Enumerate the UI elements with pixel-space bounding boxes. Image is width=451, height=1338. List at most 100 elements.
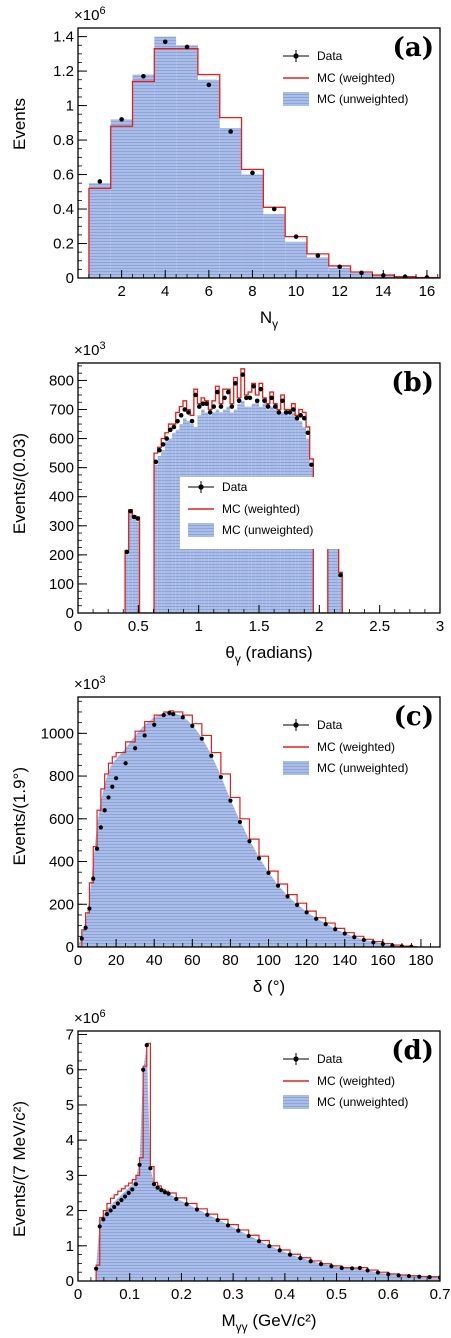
y-multiplier-exp: 3 [99,674,105,686]
data-point [236,1228,241,1233]
mc-unweighted-bar [172,432,176,613]
legend-weighted-label: MC (weighted) [317,71,395,85]
data-point [133,746,138,751]
data-point [175,418,180,424]
y-tick-label: 0.2 [53,236,74,253]
data-point [189,418,195,424]
mc-unweighted-bar [110,119,133,278]
plot-area [78,710,418,947]
data-point [365,1268,370,1273]
data-point [291,407,296,412]
x-tick-label: 0.2 [171,1286,192,1303]
y-multiplier: ×106 [74,1008,106,1027]
mc-unweighted-bar [285,241,307,278]
data-point [194,1207,200,1212]
mc-unweighted-bar [327,508,332,613]
y-axis-title: Events/(1.9°) [10,767,29,865]
x-tick-label: 14 [375,283,392,300]
data-point [314,916,319,921]
data-point [168,427,173,433]
x-tick-label: 16 [419,283,436,300]
x-tick-label: 0 [74,952,82,969]
data-point [106,795,111,800]
data-point [141,73,146,79]
x-tick-label: 20 [108,952,125,969]
x-tick-label: 0 [74,618,82,635]
mc-weighted-line [95,1042,440,1281]
data-point [396,1273,401,1278]
x-axis-title-main: M [221,1311,235,1330]
data-point [91,876,96,881]
data-point [171,424,177,430]
y-tick-label: 400 [49,489,74,506]
data-point [269,395,274,401]
data-point [298,413,303,418]
mc-unweighted-bar [154,36,177,278]
x-tick-label: 140 [332,952,357,969]
data-point [258,386,264,392]
y-tick-label: 300 [49,518,74,535]
data-point [151,1182,157,1187]
x-axis-title: Mγγ (GeV/c²) [221,1311,316,1334]
x-axis-title-rest: (°) [262,977,285,996]
data-point [128,508,133,514]
mc-unweighted-bar [125,554,129,613]
data-point [247,839,252,844]
data-point [211,404,217,409]
data-point [337,264,342,270]
mc-unweighted-area [96,1045,440,1281]
legend-unweighted-label: MC (unweighted) [222,523,313,537]
data-point [308,1259,313,1264]
panel-label: (a) [393,33,434,63]
mc-unweighted-bar [164,441,169,613]
y-tick-label: 400 [49,854,74,871]
data-point [108,1208,113,1213]
y-tick-label: 1.4 [53,29,74,46]
panel-b: 0 0.5 1 1.5 2 2.5 3 0 100 200 300 400 500 600 700 800 ×1… [0,335,451,669]
data-point [178,413,184,418]
data-point [135,516,141,521]
data-point [338,572,343,578]
data-point [119,1197,124,1203]
mc-unweighted-bar [176,45,198,278]
data-point [162,39,168,45]
legend-unweighted-swatch [283,92,309,106]
y-tick-label: 2 [66,1203,74,1220]
chart-c: 0 20 40 60 80 100 120 140 160 180 0 200 400 600 800 100… [10,674,441,996]
y-tick-label: 1.2 [53,63,74,80]
y-tick-label: 1 [66,98,74,115]
data-point [301,415,307,421]
x-tick-label: 0.6 [378,1286,399,1303]
x-tick-label: 10 [288,283,305,300]
y-tick-label: 800 [49,372,74,389]
y-tick-label: 4 [66,1132,74,1149]
data-point [352,935,357,940]
data-point [97,179,103,184]
chart-a: 2 4 6 8 10 12 14 1600.20.40.60.811.21.4×106Even… [10,5,441,331]
data-point [218,404,224,409]
data-point [155,1185,160,1190]
data-point [225,1223,231,1228]
data-point [126,1190,131,1196]
data-point [87,906,92,911]
data-point [323,922,328,927]
data-point [215,1217,220,1223]
y-multiplier-base: ×10 [74,1010,99,1027]
x-tick-label: 0.5 [128,618,149,635]
mc-unweighted-bar [132,519,136,613]
y-multiplier-exp: 3 [99,340,105,352]
data-point [287,1252,293,1257]
y-tick-label: 700 [49,402,74,419]
data-point [339,1265,344,1271]
legend-unweighted-label: MC (unweighted) [317,761,408,775]
panel-a: 2 4 6 8 10 12 14 16 0 0.2 0.4 0.6 0.8 1 1.2 1.4 ×106 Even… [0,0,451,334]
mc-unweighted-bar [154,464,158,613]
y-tick-label: 100 [49,576,74,593]
x-tick-label: 0.7 [430,1286,451,1303]
data-point [79,936,84,941]
x-tick-label: 100 [256,952,281,969]
x-tick-label: 80 [222,952,239,969]
mc-unweighted-bar [335,508,339,613]
data-point [228,798,233,803]
data-point [276,410,282,415]
